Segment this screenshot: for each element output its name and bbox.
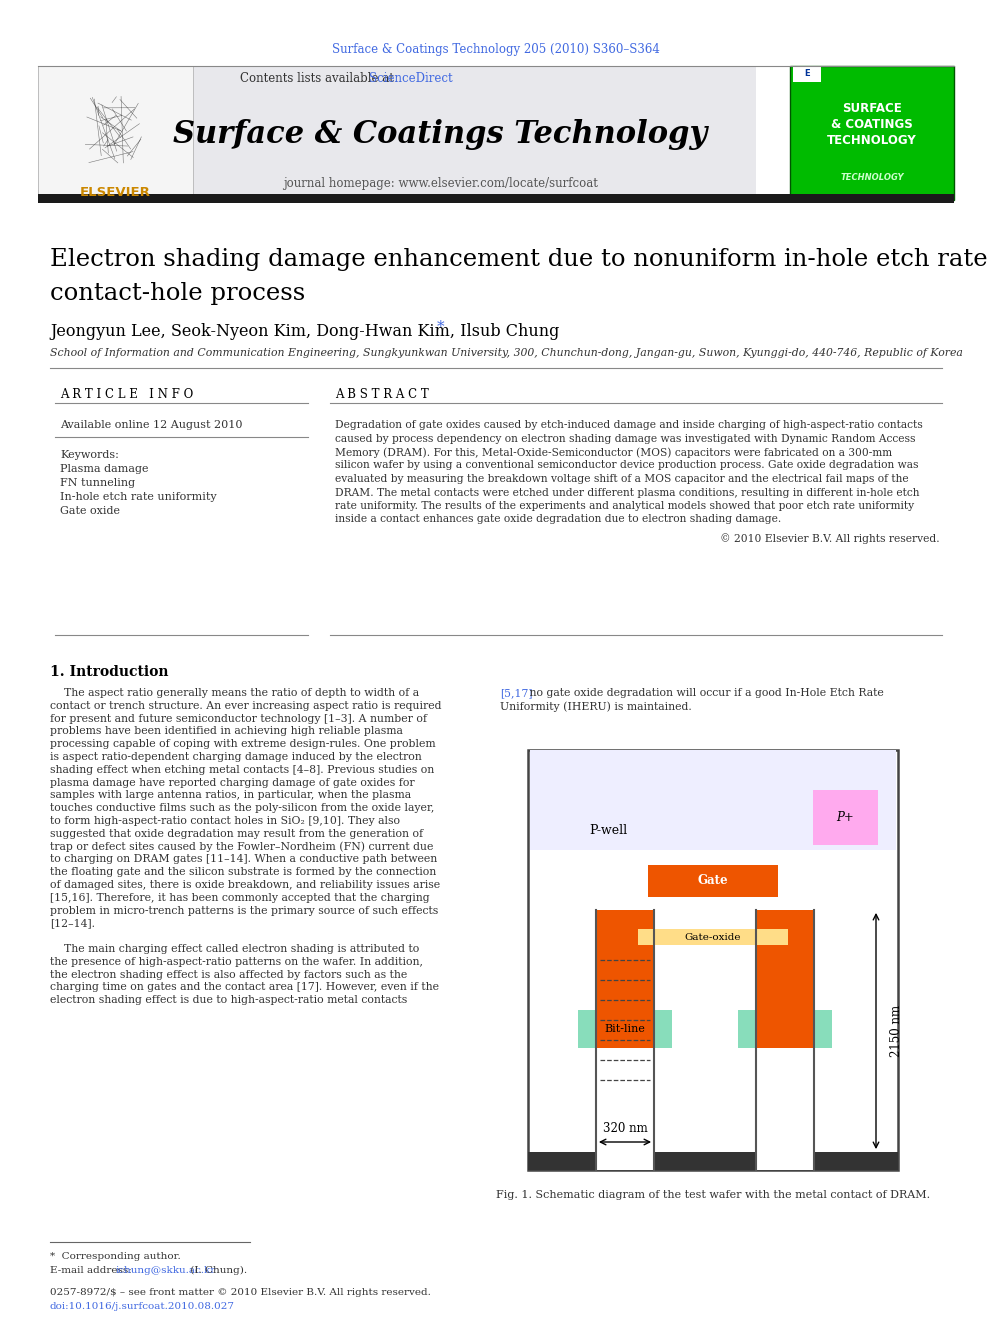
- Text: of damaged sites, there is oxide breakdown, and reliability issues arise: of damaged sites, there is oxide breakdo…: [50, 880, 440, 890]
- Text: is aspect ratio-dependent charging damage induced by the electron: is aspect ratio-dependent charging damag…: [50, 751, 422, 762]
- Text: Gate: Gate: [697, 875, 728, 888]
- Text: *: *: [437, 320, 444, 333]
- Text: Surface & Coatings Technology: Surface & Coatings Technology: [173, 119, 707, 151]
- Text: shading effect when etching metal contacts [4–8]. Previous studies on: shading effect when etching metal contac…: [50, 765, 434, 775]
- Text: © 2010 Elsevier B.V. All rights reserved.: © 2010 Elsevier B.V. All rights reserved…: [720, 533, 940, 544]
- Text: caused by process dependency on electron shading damage was investigated with Dy: caused by process dependency on electron…: [335, 434, 916, 443]
- Bar: [790, 66, 954, 200]
- Text: P-well: P-well: [589, 823, 627, 836]
- Text: the presence of high-aspect-ratio patterns on the wafer. In addition,: the presence of high-aspect-ratio patter…: [50, 957, 423, 967]
- Bar: [813, 790, 878, 845]
- Text: 0257-8972/$ – see front matter © 2010 Elsevier B.V. All rights reserved.: 0257-8972/$ – see front matter © 2010 El…: [50, 1289, 431, 1297]
- Text: [5,17]: [5,17]: [500, 688, 533, 699]
- Text: [12–14].: [12–14].: [50, 918, 95, 929]
- Text: for present and future semiconductor technology [1–3]. A number of: for present and future semiconductor tec…: [50, 713, 427, 724]
- Bar: [596, 1152, 654, 1170]
- Text: In-hole etch rate uniformity: In-hole etch rate uniformity: [60, 492, 216, 501]
- Text: doi:10.1016/j.surfcoat.2010.08.027: doi:10.1016/j.surfcoat.2010.08.027: [50, 1302, 235, 1311]
- Bar: [793, 66, 821, 82]
- Text: ELSEVIER: ELSEVIER: [79, 185, 151, 198]
- Text: no gate oxide degradation will occur if a good In-Hole Etch Rate: no gate oxide degradation will occur if …: [526, 688, 884, 699]
- Text: SURFACE
& COATINGS
TECHNOLOGY: SURFACE & COATINGS TECHNOLOGY: [827, 102, 917, 147]
- Text: Fig. 1. Schematic diagram of the test wafer with the metal contact of DRAM.: Fig. 1. Schematic diagram of the test wa…: [496, 1189, 930, 1200]
- Bar: [756, 1152, 814, 1170]
- Text: the electron shading effect is also affected by factors such as the: the electron shading effect is also affe…: [50, 970, 408, 979]
- Bar: [38, 194, 954, 202]
- Text: Uniformity (IHERU) is maintained.: Uniformity (IHERU) is maintained.: [500, 701, 691, 712]
- Text: electron shading effect is due to high-aspect-ratio metal contacts: electron shading effect is due to high-a…: [50, 995, 408, 1005]
- Bar: [530, 750, 896, 849]
- Text: to form high-aspect-ratio contact holes in SiO₂ [9,10]. They also: to form high-aspect-ratio contact holes …: [50, 816, 400, 826]
- Text: Jeongyun Lee, Seok-Nyeon Kim, Dong-Hwan Kim, Ilsub Chung: Jeongyun Lee, Seok-Nyeon Kim, Dong-Hwan …: [50, 323, 564, 340]
- Text: Plasma damage: Plasma damage: [60, 464, 149, 474]
- Text: contact or trench structure. An ever increasing aspect ratio is required: contact or trench structure. An ever inc…: [50, 701, 441, 710]
- Text: Surface & Coatings Technology 205 (2010) S360–S364: Surface & Coatings Technology 205 (2010)…: [332, 44, 660, 57]
- Text: Degradation of gate oxides caused by etch-induced damage and inside charging of : Degradation of gate oxides caused by etc…: [335, 419, 923, 430]
- Text: 2150 nm: 2150 nm: [890, 1005, 903, 1057]
- Bar: [756, 1009, 814, 1048]
- Text: the floating gate and the silicon substrate is formed by the connection: the floating gate and the silicon substr…: [50, 867, 436, 877]
- Text: A R T I C L E   I N F O: A R T I C L E I N F O: [60, 388, 193, 401]
- Text: problem in micro-trench patterns is the primary source of such effects: problem in micro-trench patterns is the …: [50, 906, 438, 916]
- Text: contact-hole process: contact-hole process: [50, 282, 306, 306]
- Text: E: E: [805, 70, 809, 78]
- Text: DRAM. The metal contacts were etched under different plasma conditions, resultin: DRAM. The metal contacts were etched und…: [335, 487, 920, 497]
- Bar: [528, 750, 898, 1170]
- Text: inside a contact enhances gate oxide degradation due to electron shading damage.: inside a contact enhances gate oxide deg…: [335, 515, 782, 524]
- Bar: [596, 910, 654, 1009]
- Bar: [38, 66, 193, 200]
- Bar: [738, 1009, 832, 1048]
- Text: FN tunneling: FN tunneling: [60, 478, 135, 488]
- Text: E-mail address:: E-mail address:: [50, 1266, 135, 1275]
- Text: journal homepage: www.elsevier.com/locate/surfcoat: journal homepage: www.elsevier.com/locat…: [283, 176, 597, 189]
- Text: Gate-oxide: Gate-oxide: [684, 933, 741, 942]
- Text: to charging on DRAM gates [11–14]. When a conductive path between: to charging on DRAM gates [11–14]. When …: [50, 855, 437, 864]
- Text: Memory (DRAM). For this, Metal-Oxide-Semiconductor (MOS) capacitors were fabrica: Memory (DRAM). For this, Metal-Oxide-Sem…: [335, 447, 892, 458]
- Text: trap or defect sites caused by the Fowler–Nordheim (FN) current due: trap or defect sites caused by the Fowle…: [50, 841, 434, 852]
- Text: plasma damage have reported charging damage of gate oxides for: plasma damage have reported charging dam…: [50, 778, 415, 787]
- Text: TECHNOLOGY: TECHNOLOGY: [840, 173, 904, 183]
- Text: suggested that oxide degradation may result from the generation of: suggested that oxide degradation may res…: [50, 828, 424, 839]
- Text: Available online 12 August 2010: Available online 12 August 2010: [60, 419, 242, 430]
- Text: Keywords:: Keywords:: [60, 450, 119, 460]
- Text: School of Information and Communication Engineering, Sungkyunkwan University, 30: School of Information and Communication …: [50, 348, 963, 359]
- Text: processing capable of coping with extreme design-rules. One problem: processing capable of coping with extrem…: [50, 740, 435, 749]
- Text: Contents lists available at: Contents lists available at: [240, 71, 398, 85]
- Text: A B S T R A C T: A B S T R A C T: [335, 388, 429, 401]
- Bar: [596, 1009, 654, 1048]
- Text: Gate oxide: Gate oxide: [60, 505, 120, 516]
- Text: (I. Chung).: (I. Chung).: [187, 1266, 247, 1275]
- Text: problems have been identified in achieving high reliable plasma: problems have been identified in achievi…: [50, 726, 403, 737]
- Text: 1. Introduction: 1. Introduction: [50, 665, 169, 679]
- Text: [15,16]. Therefore, it has been commonly accepted that the charging: [15,16]. Therefore, it has been commonly…: [50, 893, 430, 902]
- Text: Bit-line: Bit-line: [604, 1024, 646, 1035]
- Bar: [638, 929, 788, 945]
- Text: evaluated by measuring the breakdown voltage shift of a MOS capacitor and the el: evaluated by measuring the breakdown vol…: [335, 474, 909, 484]
- Text: rate uniformity. The results of the experiments and analytical models showed tha: rate uniformity. The results of the expe…: [335, 501, 914, 511]
- Text: P+: P+: [836, 811, 854, 824]
- Bar: [528, 1152, 898, 1170]
- Text: ichung@skku.ac.kr: ichung@skku.ac.kr: [116, 1266, 216, 1275]
- Text: samples with large antenna ratios, in particular, when the plasma: samples with large antenna ratios, in pa…: [50, 790, 411, 800]
- Bar: [578, 1009, 672, 1048]
- Text: ScienceDirect: ScienceDirect: [369, 71, 452, 85]
- Text: Electron shading damage enhancement due to nonuniform in-hole etch rate in deep: Electron shading damage enhancement due …: [50, 247, 992, 271]
- Text: The main charging effect called electron shading is attributed to: The main charging effect called electron…: [50, 945, 420, 954]
- Text: charging time on gates and the contact area [17]. However, even if the: charging time on gates and the contact a…: [50, 983, 439, 992]
- Bar: [38, 66, 756, 200]
- Text: *  Corresponding author.: * Corresponding author.: [50, 1252, 181, 1261]
- Text: The aspect ratio generally means the ratio of depth to width of a: The aspect ratio generally means the rat…: [50, 688, 420, 699]
- Bar: [756, 910, 814, 1009]
- Bar: [648, 865, 778, 897]
- Text: 320 nm: 320 nm: [602, 1122, 648, 1135]
- Text: touches conductive films such as the poly-silicon from the oxide layer,: touches conductive films such as the pol…: [50, 803, 434, 814]
- Text: silicon wafer by using a conventional semiconductor device production process. G: silicon wafer by using a conventional se…: [335, 460, 919, 471]
